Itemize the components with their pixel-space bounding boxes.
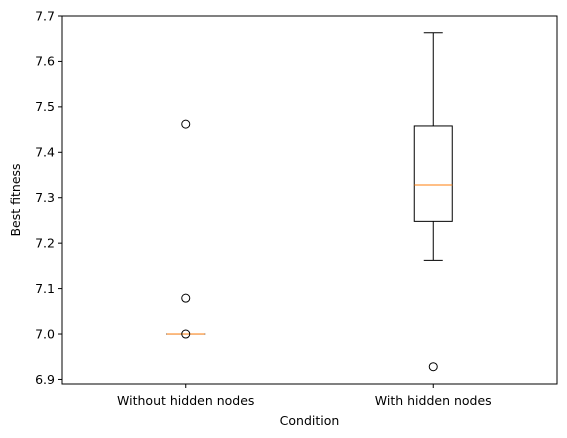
y-tick-label: 7.7 [35,8,55,23]
box-series [166,32,453,372]
y-tick-label: 7.4 [35,145,55,160]
y-tick-label: 6.9 [35,372,55,387]
plot-frame [61,15,558,385]
y-axis-label: Best fitness [8,163,23,236]
y-tick-label: 7.1 [35,281,55,296]
box-0 [166,119,206,339]
x-tick-label: Without hidden nodes [117,393,254,408]
y-tick-label: 7.0 [35,326,55,341]
outlier-point [181,293,191,303]
outlier-point [181,329,191,339]
box-1 [413,32,453,372]
outlier-point [181,119,191,129]
x-tick-label: With hidden nodes [375,393,492,408]
outlier-point [428,362,438,372]
x-axis-ticks: Without hidden nodes With hidden nodes [117,384,492,408]
y-tick-label: 7.2 [35,235,55,250]
y-tick-label: 7.5 [35,99,55,114]
y-tick-label: 7.6 [35,54,55,69]
y-axis-ticks: 6.9 7.0 7.1 7.2 7.3 7.4 7.5 7.6 7.7 [35,8,62,387]
y-tick-label: 7.3 [35,190,55,205]
x-axis-label: Condition [280,413,340,428]
iqr-box [413,125,453,222]
